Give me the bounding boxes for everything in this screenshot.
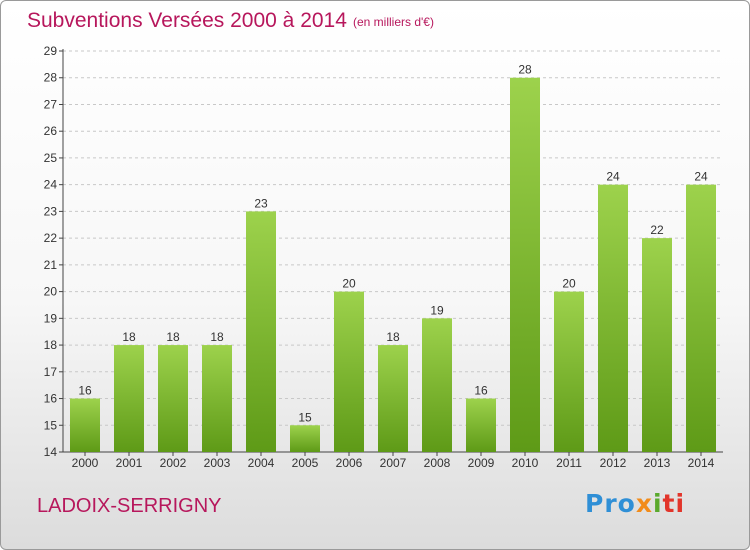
x-tick-label: 2003 xyxy=(204,456,231,470)
x-tick-label: 2001 xyxy=(116,456,143,470)
x-tick-label: 2013 xyxy=(644,456,671,470)
bar xyxy=(114,345,144,452)
y-tick-label: 26 xyxy=(44,124,58,138)
data-label: 28 xyxy=(518,63,532,77)
proxiti-logo: Proxiti xyxy=(585,489,685,518)
data-label: 15 xyxy=(298,410,312,424)
bar xyxy=(158,345,188,452)
chart-unit-note: (en milliers d'€) xyxy=(353,15,434,29)
data-label: 22 xyxy=(650,223,664,237)
data-label: 18 xyxy=(122,330,136,344)
bar xyxy=(422,318,452,452)
logo-part: x xyxy=(635,489,653,518)
bar xyxy=(466,398,496,452)
y-tick-label: 16 xyxy=(44,392,58,406)
data-label: 20 xyxy=(562,277,576,291)
bar xyxy=(554,291,584,452)
y-tick-label: 19 xyxy=(44,311,58,325)
data-label: 20 xyxy=(342,277,356,291)
y-tick-label: 17 xyxy=(44,365,58,379)
data-label: 19 xyxy=(430,303,444,317)
data-label: 16 xyxy=(474,384,488,398)
commune-name: LADOIX-SERRIGNY xyxy=(37,495,222,517)
bar xyxy=(510,77,540,452)
x-tick-label: 2012 xyxy=(600,456,627,470)
bar xyxy=(642,238,672,452)
data-label: 16 xyxy=(78,384,92,398)
x-tick-label: 2002 xyxy=(160,456,187,470)
y-tick-label: 21 xyxy=(44,258,58,272)
x-tick-label: 2006 xyxy=(336,456,363,470)
bar xyxy=(598,184,628,452)
x-tick-label: 2014 xyxy=(688,456,715,470)
bar xyxy=(290,425,320,452)
y-tick-label: 14 xyxy=(44,445,58,459)
x-tick-label: 2009 xyxy=(468,456,495,470)
y-tick-label: 15 xyxy=(44,418,58,432)
y-tick-label: 20 xyxy=(44,285,58,299)
data-label: 24 xyxy=(606,170,620,184)
bar xyxy=(378,345,408,452)
data-label: 23 xyxy=(254,196,268,210)
data-label: 18 xyxy=(386,330,400,344)
x-tick-label: 2004 xyxy=(248,456,275,470)
x-tick-label: 2008 xyxy=(424,456,451,470)
y-tick-label: 28 xyxy=(44,71,58,85)
y-tick-label: 24 xyxy=(44,178,58,192)
x-tick-label: 2005 xyxy=(292,456,319,470)
bars xyxy=(70,77,716,452)
y-tick-label: 23 xyxy=(44,204,58,218)
y-tick-label: 22 xyxy=(44,231,58,245)
logo-part: ti xyxy=(662,489,686,518)
axes: 14 15 16 17 18 19 20 21 22 23 24 25 26 27 28 29 xyxy=(44,44,723,459)
x-tick-label: 2011 xyxy=(556,456,582,470)
bar xyxy=(202,345,232,452)
data-label: 24 xyxy=(694,170,708,184)
bar xyxy=(246,211,276,452)
bar xyxy=(70,398,100,452)
data-label: 18 xyxy=(166,330,180,344)
x-tick-label: 2010 xyxy=(512,456,539,470)
bar xyxy=(686,184,716,452)
y-tick-label: 25 xyxy=(44,151,58,165)
data-label: 18 xyxy=(210,330,224,344)
labels: 16 2000 18 2001 18 2002 18 2003 23 2004 15 2005 20 20… xyxy=(72,63,715,470)
y-tick-label: 29 xyxy=(44,44,58,58)
y-tick-label: 27 xyxy=(44,97,58,111)
bar xyxy=(334,291,364,452)
x-tick-label: 2007 xyxy=(380,456,407,470)
logo-part: i xyxy=(652,489,663,518)
logo-part: Pro xyxy=(585,489,636,518)
chart-title: Subventions Versées 2000 à 2014 xyxy=(27,9,347,32)
x-tick-label: 2000 xyxy=(72,456,99,470)
y-tick-label: 18 xyxy=(44,338,58,352)
